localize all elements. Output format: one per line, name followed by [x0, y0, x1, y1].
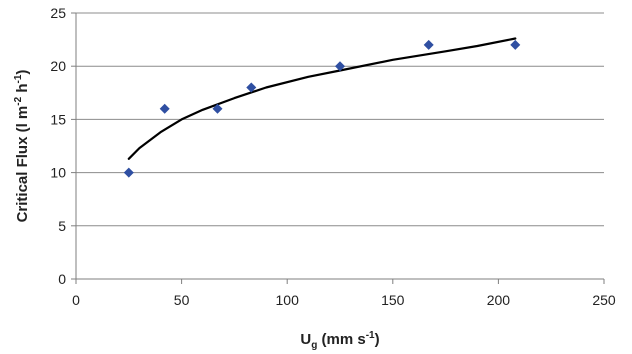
y-tick-labels: 0 5 10 15 20 25 — [50, 5, 66, 287]
x-tick-label-200: 200 — [487, 292, 511, 308]
trendline-group — [127, 37, 517, 160]
data-point — [510, 39, 521, 50]
data-point — [335, 61, 345, 72]
y-tick-label-5: 5 — [58, 218, 66, 234]
y-axis-title: Critical Flux (l m-2 h-1) — [13, 70, 31, 223]
data-point — [246, 82, 257, 93]
x-tick-label-250: 250 — [592, 292, 616, 308]
data-point — [423, 39, 434, 50]
y-tick-label-25: 25 — [50, 5, 66, 21]
y-tick-label-10: 10 — [50, 165, 66, 181]
data-point — [123, 167, 134, 178]
trendline — [127, 37, 517, 160]
y-tick-label-15: 15 — [50, 111, 66, 127]
y-tick-label-20: 20 — [50, 58, 66, 74]
y-tick-label-0: 0 — [58, 271, 66, 287]
data-point — [159, 103, 170, 114]
x-tick-labels: 0 50 100 150 200 250 — [72, 292, 616, 308]
x-axis-title: Ug (mm s-1) — [300, 330, 379, 351]
data-points — [123, 39, 521, 178]
axes — [71, 12, 605, 284]
x-tick-label-100: 100 — [276, 292, 300, 308]
data-point — [212, 103, 223, 114]
x-tick-label-50: 50 — [174, 292, 190, 308]
gridlines — [76, 12, 604, 227]
x-tick-label-150: 150 — [381, 292, 405, 308]
x-tick-label-0: 0 — [72, 292, 80, 308]
